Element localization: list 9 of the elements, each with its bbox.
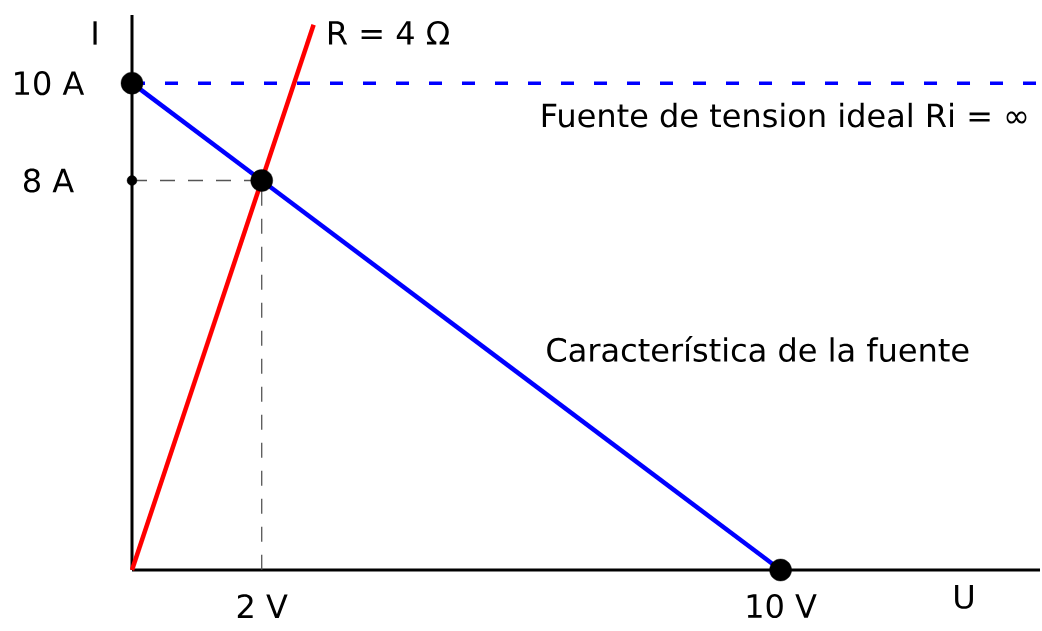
y-tick-label: 8 A [23,168,74,193]
y-tick-label: 10 A [15,71,85,96]
x-tick-label: 10 V [747,593,817,619]
series-label: Característica de la fuente [547,335,969,363]
series-label: R = 4 Ω [328,20,449,45]
x-tick-label: 2 V [237,594,288,618]
x-axis-title: U [955,585,973,609]
y-axis-title: I [93,21,97,45]
ref-line-label: Fuente de tension ideal Ri = ∞ [542,102,1027,128]
